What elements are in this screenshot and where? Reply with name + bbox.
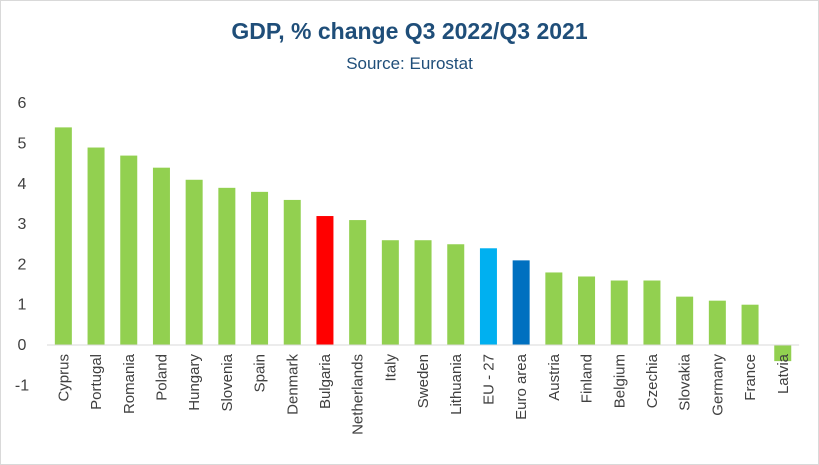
x-category-label: Lithuania — [448, 353, 465, 415]
bar — [578, 276, 596, 345]
bar — [512, 260, 530, 345]
x-category-label: Germany — [709, 354, 726, 416]
x-category-label: Slovakia — [677, 353, 694, 410]
bar — [251, 191, 269, 345]
bar — [414, 240, 432, 345]
bar — [54, 127, 72, 345]
bar — [479, 248, 497, 345]
bar — [708, 300, 726, 345]
x-category-label: Slovenia — [219, 353, 236, 411]
x-category-label: Latvia — [775, 353, 792, 394]
bar — [218, 187, 236, 345]
bar — [774, 345, 792, 362]
y-tick-label: 4 — [18, 176, 27, 193]
x-category-label: Czechia — [644, 353, 661, 408]
y-tick-label: -1 — [15, 377, 29, 394]
x-axis-labels: Cyprus Portugal Romania Poland Hungary Sloven… — [55, 353, 791, 435]
x-category-label: Netherlands — [350, 354, 367, 435]
x-category-label: Austria — [546, 353, 563, 400]
bar — [152, 167, 170, 345]
bar — [676, 296, 694, 345]
bar — [381, 240, 399, 345]
chart-subtitle: Source: Eurostat — [346, 54, 473, 73]
bars — [54, 127, 792, 362]
bar — [610, 280, 628, 345]
x-category-label: Cyprus — [55, 354, 72, 402]
bar — [349, 220, 367, 345]
bar — [447, 244, 465, 345]
bar — [120, 155, 138, 345]
y-axis-ticks: -1 0 1 2 3 4 5 6 — [15, 95, 29, 394]
bar — [643, 280, 661, 345]
y-tick-label: 3 — [18, 216, 27, 233]
bar — [316, 216, 334, 345]
y-tick-label: 0 — [18, 337, 27, 354]
x-category-label: Finland — [579, 354, 596, 403]
bar — [283, 199, 301, 345]
bar — [741, 304, 759, 345]
x-category-label: Bulgaria — [317, 353, 334, 409]
x-category-label: Sweden — [415, 354, 432, 408]
y-tick-label: 2 — [18, 256, 27, 273]
bar — [545, 272, 563, 345]
y-tick-label: 6 — [18, 95, 27, 112]
x-category-label: Belgium — [611, 354, 628, 408]
x-category-label: Poland — [153, 354, 170, 401]
bar — [87, 147, 105, 345]
x-category-label: Spain — [252, 354, 269, 392]
x-category-label: France — [742, 354, 759, 401]
x-category-label: Portugal — [88, 354, 105, 410]
x-category-label: Italy — [382, 354, 399, 382]
y-tick-label: 1 — [18, 297, 27, 314]
x-category-label: Hungary — [186, 354, 203, 411]
x-category-label: Romania — [121, 353, 138, 414]
x-category-label: Denmark — [284, 354, 301, 415]
x-category-label: EU - 27 — [480, 354, 497, 405]
x-category-label: Euro area — [513, 353, 530, 420]
y-tick-label: 5 — [18, 136, 27, 153]
bar — [185, 179, 203, 345]
chart-title: GDP, % change Q3 2022/Q3 2021 — [231, 18, 588, 44]
